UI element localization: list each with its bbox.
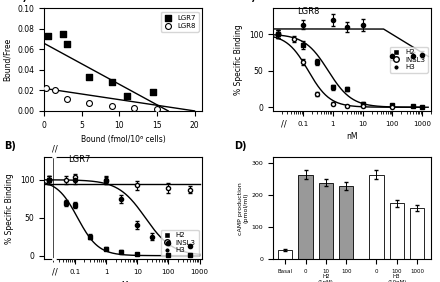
Legend: H2, INSL3, H3: H2, INSL3, H3 xyxy=(390,47,428,73)
LGR8 xyxy=(86,100,93,105)
Y-axis label: cAMP production
(pmol/ml): cAMP production (pmol/ml) xyxy=(238,182,249,235)
LGR8 xyxy=(131,105,138,110)
Bar xyxy=(298,175,313,259)
Bar xyxy=(319,183,333,259)
LGR8 xyxy=(63,96,70,101)
LGR8 xyxy=(43,86,50,91)
Text: LGR7: LGR7 xyxy=(68,155,90,164)
LGR7 xyxy=(86,75,93,79)
X-axis label: nM: nM xyxy=(117,281,129,282)
Text: H2
(1nM): H2 (1nM) xyxy=(318,274,334,282)
Bar xyxy=(410,208,424,259)
X-axis label: nM: nM xyxy=(346,132,358,141)
Bar xyxy=(390,203,404,259)
Text: LGR8: LGR8 xyxy=(297,6,319,16)
LGR7 xyxy=(123,93,130,98)
LGR8 xyxy=(108,103,115,108)
X-axis label: Bound (fmol/10⁶ cells): Bound (fmol/10⁶ cells) xyxy=(81,135,165,144)
Y-axis label: % Specific Binding: % Specific Binding xyxy=(235,24,243,95)
LGR7 xyxy=(108,80,115,85)
Text: //: // xyxy=(52,268,58,277)
Bar xyxy=(278,250,293,259)
Bar xyxy=(370,175,384,259)
Text: //: // xyxy=(52,145,58,154)
Text: H3
(10nM): H3 (10nM) xyxy=(387,274,407,282)
Text: B): B) xyxy=(4,141,16,151)
LGR7 xyxy=(44,34,51,38)
LGR8 xyxy=(154,107,161,111)
Legend: LGR7, LGR8: LGR7, LGR8 xyxy=(161,12,198,32)
Y-axis label: % Specific Binding: % Specific Binding xyxy=(5,173,14,244)
Bar xyxy=(339,186,353,259)
Legend: H2, INSL3, H3: H2, INSL3, H3 xyxy=(161,230,198,256)
Y-axis label: Bound/Free: Bound/Free xyxy=(3,38,12,81)
LGR7 xyxy=(150,90,157,95)
Text: A): A) xyxy=(15,0,28,2)
Text: C): C) xyxy=(245,0,257,2)
Text: //: // xyxy=(281,119,287,128)
LGR8 xyxy=(52,88,59,93)
LGR7 xyxy=(63,42,70,47)
Text: D): D) xyxy=(234,141,246,151)
LGR7 xyxy=(59,32,66,36)
